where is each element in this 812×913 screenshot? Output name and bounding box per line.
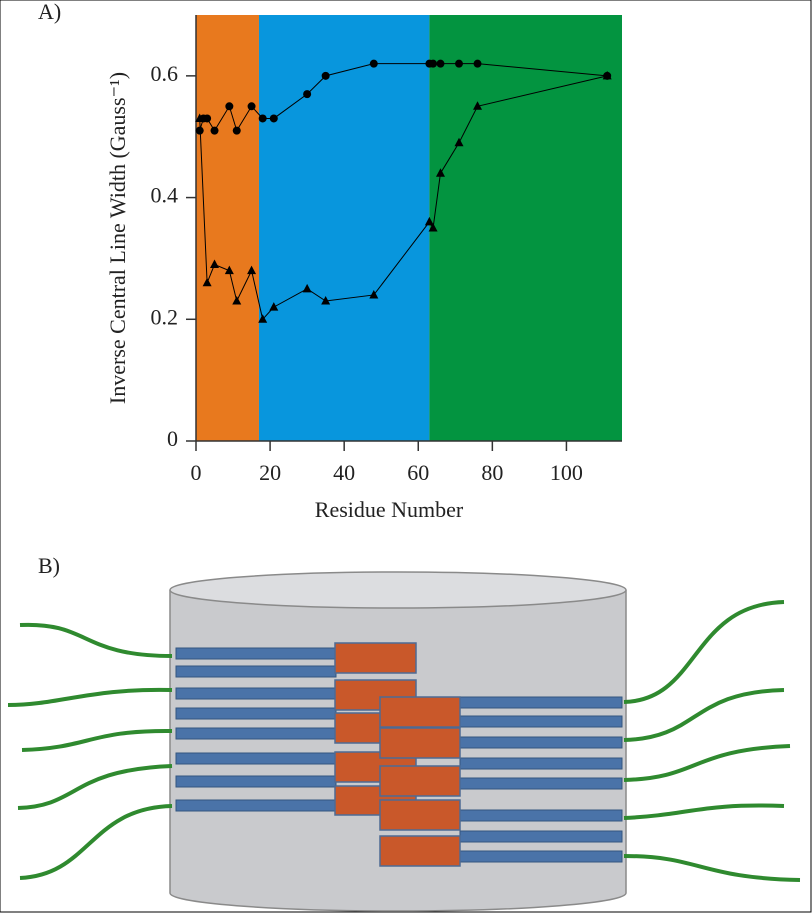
panel-label: A): [38, 0, 61, 24]
beta-strand: [175, 707, 337, 720]
triangle-marker: [321, 296, 331, 305]
beta-strand: [459, 850, 623, 863]
panel-label: B): [38, 553, 60, 578]
circle-marker: [473, 59, 482, 68]
y-tick-label: 0.2: [151, 304, 179, 329]
triangle-marker: [302, 283, 312, 293]
triangle-marker: [232, 296, 242, 305]
circle-marker: [203, 114, 212, 123]
triangle-marker: [210, 259, 220, 269]
beta-strand: [459, 736, 623, 749]
triangle-marker: [435, 168, 445, 177]
triangle-marker: [269, 302, 279, 311]
fibril-diagram: [7, 571, 801, 912]
beta-strand: [459, 715, 623, 728]
circle-marker: [321, 71, 330, 80]
beta-strand: [175, 752, 337, 765]
y-tick-label: 0.4: [151, 183, 179, 208]
region: [258, 15, 430, 441]
triangle-marker: [602, 70, 612, 80]
region: [429, 15, 622, 441]
block: [379, 696, 461, 728]
blue-strands: [175, 647, 623, 863]
circle-marker: [436, 59, 445, 68]
block: [334, 642, 417, 674]
triangle-marker: [258, 314, 268, 323]
triangle-marker: [195, 113, 205, 122]
x-tick-label: 80: [481, 460, 503, 485]
beta-strand: [175, 775, 337, 788]
region: [196, 15, 259, 441]
cylinder-top: [169, 571, 627, 609]
block: [379, 835, 461, 867]
triangle-marker: [247, 265, 257, 275]
strand: [623, 600, 785, 704]
y-axis-title: Inverse Central Line Width (Gauss⁻¹): [105, 72, 130, 404]
x-tick-label: 40: [333, 460, 355, 485]
block: [379, 765, 461, 797]
y-tick-label: 0.6: [151, 61, 179, 86]
beta-strand: [459, 809, 623, 822]
beta-strand: [459, 757, 623, 770]
beta-strand: [459, 830, 623, 843]
circle-marker: [225, 102, 234, 111]
x-tick-label: 0: [191, 460, 202, 485]
strand: [623, 803, 785, 820]
circle-marker: [455, 59, 464, 68]
green-strands: [7, 600, 801, 882]
circle-marker: [195, 126, 204, 135]
strand: [19, 622, 173, 658]
triangle-marker: [454, 137, 464, 147]
x-tick-label: 20: [259, 460, 281, 485]
circle-marker: [369, 59, 378, 68]
orange-blocks: [334, 642, 461, 867]
x-tick-label: 100: [550, 460, 583, 485]
beta-strand: [175, 727, 337, 740]
strand: [623, 744, 791, 782]
circle-marker: [247, 102, 256, 111]
block: [379, 727, 461, 759]
circle-marker: [429, 59, 438, 68]
beta-strand: [175, 665, 337, 678]
beta-strand: [459, 777, 623, 790]
strand: [623, 854, 801, 882]
circle-marker: [232, 126, 241, 135]
strand: [7, 687, 173, 707]
strand: [623, 688, 785, 742]
circle-marker: [258, 114, 267, 123]
strand: [21, 728, 173, 752]
strand: [19, 804, 173, 880]
triangle-marker: [202, 277, 212, 287]
y-tick-label: 0: [167, 426, 178, 451]
strand: [17, 764, 173, 810]
plot: 0 0.2 0.4 0.6 0 20 40 60 80 100 Residue Number Inve…: [105, 15, 622, 522]
beta-strand: [459, 696, 623, 709]
beta-strand: [175, 687, 337, 700]
x-tick-label: 60: [407, 460, 429, 485]
triangle-marker: [473, 101, 483, 110]
triangle-marker: [224, 265, 234, 275]
circle-marker: [269, 114, 278, 123]
circle-marker: [303, 90, 312, 99]
x-axis-title: Residue Number: [315, 497, 464, 522]
beta-strand: [175, 799, 337, 812]
triangle-marker: [424, 216, 434, 226]
triangle-marker: [369, 289, 379, 299]
triangle-marker: [428, 223, 438, 232]
block: [379, 799, 461, 831]
circle-marker: [210, 126, 219, 135]
beta-strand: [175, 647, 337, 660]
